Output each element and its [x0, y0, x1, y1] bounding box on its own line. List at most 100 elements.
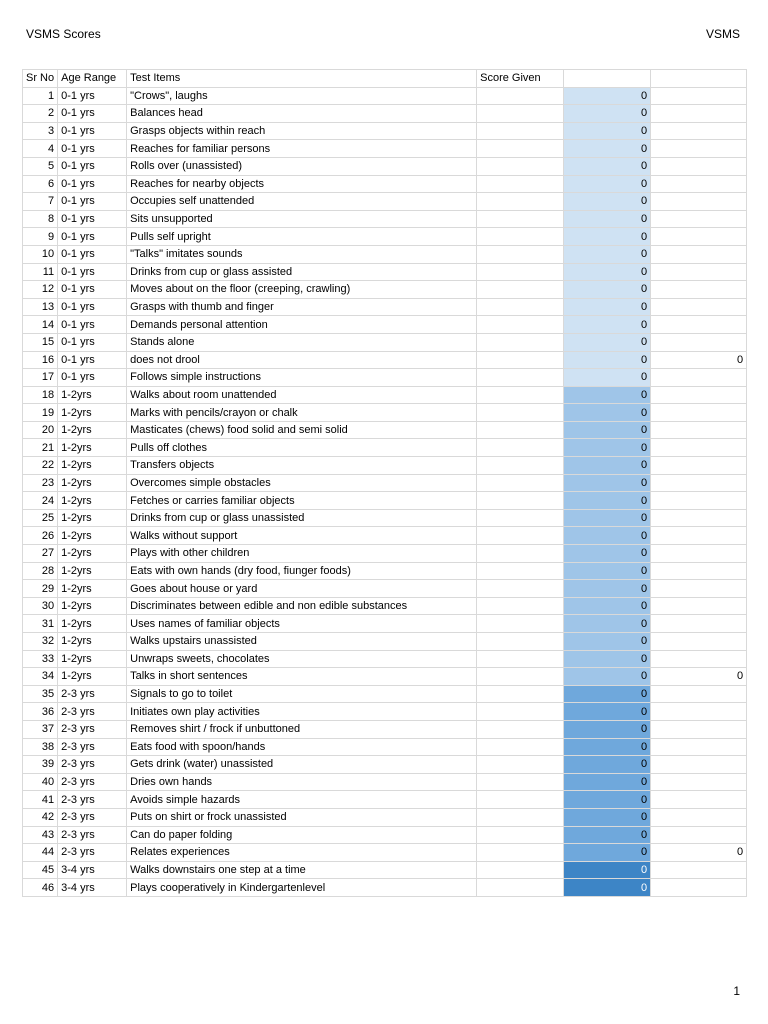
age-range: 1-2yrs — [57, 632, 128, 651]
group-total — [650, 491, 748, 510]
score-given — [476, 807, 565, 827]
age-range: 1-2yrs — [57, 579, 128, 598]
sr-no: 31 — [21, 614, 59, 633]
table-row: 13 0-1 yrs Grasps with thumb and finger 0 — [21, 297, 748, 317]
score: 0 — [563, 632, 652, 651]
age-range: 0-1 yrs — [57, 315, 128, 334]
sr-no: 36 — [21, 702, 59, 721]
score-given — [476, 843, 565, 862]
sr-no: 16 — [21, 350, 59, 370]
score-given — [476, 174, 565, 194]
score-given — [476, 156, 565, 176]
test-item: does not drool — [126, 350, 478, 370]
score: 0 — [563, 508, 652, 528]
test-item: Goes about house or yard — [126, 579, 478, 598]
table-row: 31 1-2yrs Uses names of familiar objects 0 — [21, 614, 748, 633]
table-row: 6 0-1 yrs Reaches for nearby objects 0 — [21, 174, 748, 194]
test-item: Drinks from cup or glass unassisted — [126, 508, 478, 528]
group-total: 0 — [650, 667, 748, 686]
score-given — [476, 262, 565, 282]
group-total — [650, 262, 748, 282]
age-range: 0-1 yrs — [57, 280, 128, 299]
sr-no: 9 — [21, 227, 59, 246]
column-header: Age Range — [57, 69, 128, 88]
age-range: 2-3 yrs — [57, 843, 128, 862]
score-given — [476, 385, 565, 405]
group-total — [650, 139, 748, 158]
age-range: 2-3 yrs — [57, 702, 128, 721]
table-row: 37 2-3 yrs Removes shirt / frock if unbutt… — [21, 719, 748, 739]
score: 0 — [563, 561, 652, 581]
test-item: Demands personal attention — [126, 315, 478, 334]
test-item: Uses names of familiar objects — [126, 614, 478, 633]
table-row: 34 1-2yrs Talks in short sentences 0 0 — [21, 667, 748, 686]
score-given — [476, 403, 565, 422]
column-header — [563, 69, 652, 88]
score-given — [476, 737, 565, 757]
score-given — [476, 596, 565, 616]
table-row: 4 0-1 yrs Reaches for familiar persons 0 — [21, 139, 748, 158]
score-given — [476, 579, 565, 598]
age-range: 1-2yrs — [57, 544, 128, 563]
score: 0 — [563, 684, 652, 704]
test-item: Grasps objects within reach — [126, 121, 478, 141]
sr-no: 45 — [21, 860, 59, 880]
table-row: 24 1-2yrs Fetches or carries familiar obje… — [21, 491, 748, 510]
group-total — [650, 649, 748, 669]
age-range: 0-1 yrs — [57, 192, 128, 211]
test-item: Walks about room unattended — [126, 385, 478, 405]
header-title: VSMS Scores — [26, 27, 101, 41]
age-range: 2-3 yrs — [57, 807, 128, 827]
sr-no: 5 — [21, 156, 59, 176]
group-total — [650, 385, 748, 405]
score-given — [476, 139, 565, 158]
score: 0 — [563, 209, 652, 229]
column-header: Score Given — [476, 69, 565, 88]
score: 0 — [563, 772, 652, 792]
table-row: 18 1-2yrs Walks about room unattended 0 — [21, 385, 748, 405]
table-row: 20 1-2yrs Masticates (chews) food solid an… — [21, 420, 748, 440]
test-item: Masticates (chews) food solid and semi s… — [126, 420, 478, 440]
table-row: 15 0-1 yrs Stands alone 0 — [21, 332, 748, 352]
score-given — [476, 526, 565, 546]
group-total — [650, 737, 748, 757]
sr-no: 20 — [21, 420, 59, 440]
table-row: 17 0-1 yrs Follows simple instructions 0 — [21, 368, 748, 387]
score-given — [476, 614, 565, 633]
age-range: 0-1 yrs — [57, 104, 128, 123]
column-header: Sr No — [21, 69, 59, 88]
sr-no: 14 — [21, 315, 59, 334]
table-row: 5 0-1 yrs Rolls over (unassisted) 0 — [21, 156, 748, 176]
score-given — [476, 350, 565, 370]
score-given — [476, 456, 565, 475]
score-given — [476, 192, 565, 211]
age-range: 1-2yrs — [57, 508, 128, 528]
group-total — [650, 684, 748, 704]
test-item: Can do paper folding — [126, 825, 478, 845]
group-total — [650, 315, 748, 334]
score: 0 — [563, 280, 652, 299]
group-total — [650, 209, 748, 229]
score: 0 — [563, 807, 652, 827]
group-total — [650, 561, 748, 581]
score: 0 — [563, 544, 652, 563]
score: 0 — [563, 192, 652, 211]
score: 0 — [563, 649, 652, 669]
score: 0 — [563, 104, 652, 123]
test-item: Balances head — [126, 104, 478, 123]
score: 0 — [563, 350, 652, 370]
table-row: 35 2-3 yrs Signals to go to toilet 0 — [21, 684, 748, 704]
score-given — [476, 649, 565, 669]
age-range: 0-1 yrs — [57, 209, 128, 229]
age-range: 1-2yrs — [57, 420, 128, 440]
sr-no: 24 — [21, 491, 59, 510]
test-item: Sits unsupported — [126, 209, 478, 229]
score-given — [476, 684, 565, 704]
score-given — [476, 719, 565, 739]
sr-no: 23 — [21, 473, 59, 493]
test-item: Eats food with spoon/hands — [126, 737, 478, 757]
test-item: Dries own hands — [126, 772, 478, 792]
test-item: Relates experiences — [126, 843, 478, 862]
score-given — [476, 772, 565, 792]
table-row: 2 0-1 yrs Balances head 0 — [21, 104, 748, 123]
